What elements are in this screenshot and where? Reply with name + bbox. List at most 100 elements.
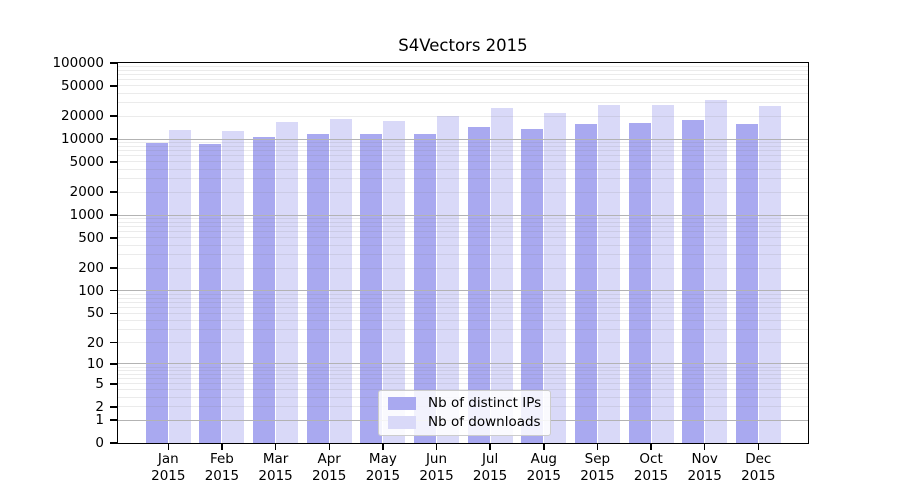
gridline-major-10000 xyxy=(118,138,808,140)
x-tick-mark-oct xyxy=(650,444,652,450)
gridline-minor-6000 xyxy=(118,155,808,157)
bar-nb-of-distinct-ips-jun xyxy=(414,133,436,443)
y-tick-label-2: 2 xyxy=(95,398,104,415)
bar-nb-of-downloads-mar xyxy=(276,121,299,443)
bar-nb-of-downloads-jan xyxy=(168,130,191,443)
gridline-minor-20 xyxy=(118,342,808,343)
y-tick-label-10: 10 xyxy=(86,355,104,372)
y-tick-label-5000: 5000 xyxy=(69,153,104,170)
x-tick-label-jun: Jun 2015 xyxy=(419,451,454,484)
x-tick-label-jan: Jan 2015 xyxy=(151,451,186,484)
grid-layer xyxy=(118,63,808,443)
y-tick-label-50000: 50000 xyxy=(61,77,104,94)
y-tick-mark-5 xyxy=(110,383,117,385)
gridline-minor-7 xyxy=(118,373,808,375)
y-tick-mark-1000 xyxy=(110,214,117,216)
bar-nb-of-distinct-ips-nov xyxy=(682,120,705,443)
gridline-minor-4000 xyxy=(118,168,808,170)
y-tick-label-500: 500 xyxy=(78,229,104,246)
bar-nb-of-downloads-aug xyxy=(544,112,567,443)
y-tick-mark-200 xyxy=(110,267,117,269)
bar-nb-of-distinct-ips-sep xyxy=(574,124,597,443)
y-tick-mark-10 xyxy=(110,363,117,365)
gridline-major-10 xyxy=(118,363,808,365)
y-tick-mark-0 xyxy=(110,442,117,444)
chart-title: S4Vectors 2015 xyxy=(398,36,528,55)
x-tick-mark-nov xyxy=(703,444,706,450)
bars-layer xyxy=(118,63,808,443)
gridline-minor-60000 xyxy=(118,79,808,81)
gridline-minor-7000 xyxy=(118,150,808,152)
gridline-minor-30000 xyxy=(118,102,808,104)
x-tick-mark-apr xyxy=(328,444,330,450)
legend-swatch-downloads xyxy=(388,416,416,429)
y-tick-mark-20000 xyxy=(110,115,117,117)
gridline-minor-800 xyxy=(118,221,808,223)
gridline-minor-5000 xyxy=(118,161,808,163)
gridline-minor-600 xyxy=(118,231,808,233)
y-tick-label-0: 0 xyxy=(95,435,104,451)
gridline-minor-4 xyxy=(118,389,808,391)
bar-nb-of-downloads-apr xyxy=(329,119,352,443)
y-tick-label-1000: 1000 xyxy=(69,207,104,223)
bar-nb-of-distinct-ips-dec xyxy=(735,124,758,443)
y-tick-mark-1 xyxy=(110,419,117,421)
bar-nb-of-downloads-sep xyxy=(597,104,620,443)
bar-nb-of-distinct-ips-apr xyxy=(306,134,329,443)
gridline-major-1000 xyxy=(118,214,808,216)
gridline-minor-6 xyxy=(118,378,808,380)
gridline-minor-9000 xyxy=(118,142,808,143)
x-tick-label-nov: Nov 2015 xyxy=(687,451,722,484)
x-tick-mark-sep xyxy=(596,444,599,450)
gridline-minor-2000 xyxy=(118,191,808,193)
x-tick-label-sep: Sep 2015 xyxy=(580,451,615,484)
x-tick-mark-aug xyxy=(543,444,545,450)
bar-nb-of-distinct-ips-feb xyxy=(199,143,222,443)
y-tick-mark-100000 xyxy=(110,62,117,64)
y-tick-label-200: 200 xyxy=(78,260,104,276)
gridline-minor-700 xyxy=(118,226,808,228)
legend-label-downloads: Nb of downloads xyxy=(428,414,541,430)
x-tick-label-aug: Aug 2015 xyxy=(526,451,561,484)
x-tick-label-oct: Oct 2015 xyxy=(633,451,669,484)
bar-nb-of-distinct-ips-oct xyxy=(628,122,651,443)
y-tick-mark-5000 xyxy=(110,161,117,163)
x-tick-mark-jan xyxy=(167,444,170,450)
gridline-minor-9 xyxy=(118,366,808,368)
bar-nb-of-downloads-dec xyxy=(758,105,781,443)
y-tick-mark-100 xyxy=(110,289,117,292)
gridline-minor-40000 xyxy=(118,92,808,94)
legend-item-distinct-ips: Nb of distinct IPs xyxy=(388,396,541,411)
y-tick-mark-50000 xyxy=(110,85,117,87)
x-tick-label-may: May 2015 xyxy=(365,451,401,484)
gridline-minor-8000 xyxy=(118,145,808,147)
gridline-minor-5 xyxy=(118,383,808,385)
gridline-minor-70 xyxy=(118,301,808,303)
x-tick-mark-dec xyxy=(757,444,760,450)
y-tick-mark-2000 xyxy=(110,191,117,193)
gridline-minor-8 xyxy=(118,370,808,371)
y-tick-label-20: 20 xyxy=(86,334,104,351)
bar-nb-of-distinct-ips-jan xyxy=(145,142,168,443)
x-tick-label-feb: Feb 2015 xyxy=(204,451,240,484)
gridline-minor-3000 xyxy=(118,178,808,180)
bar-nb-of-distinct-ips-aug xyxy=(521,129,544,443)
gridline-minor-80000 xyxy=(118,69,808,71)
gridline-minor-200 xyxy=(118,267,808,269)
gridline-minor-90 xyxy=(118,293,808,295)
gridline-minor-90000 xyxy=(118,66,808,67)
y-tick-label-10000: 10000 xyxy=(61,131,104,147)
bar-nb-of-downloads-may xyxy=(383,120,406,443)
y-tick-mark-50 xyxy=(110,312,117,314)
bar-nb-of-distinct-ips-may xyxy=(360,134,383,443)
gridline-minor-80 xyxy=(118,297,808,299)
gridline-minor-50000 xyxy=(118,85,808,87)
x-tick-label-apr: Apr 2015 xyxy=(312,451,347,484)
gridline-minor-500 xyxy=(118,237,808,239)
y-tick-mark-500 xyxy=(110,237,117,239)
gridline-minor-20000 xyxy=(118,115,808,117)
x-tick-label-mar: Mar 2015 xyxy=(258,451,293,484)
y-tick-label-1: 1 xyxy=(95,412,104,429)
y-tick-label-50: 50 xyxy=(86,305,104,322)
